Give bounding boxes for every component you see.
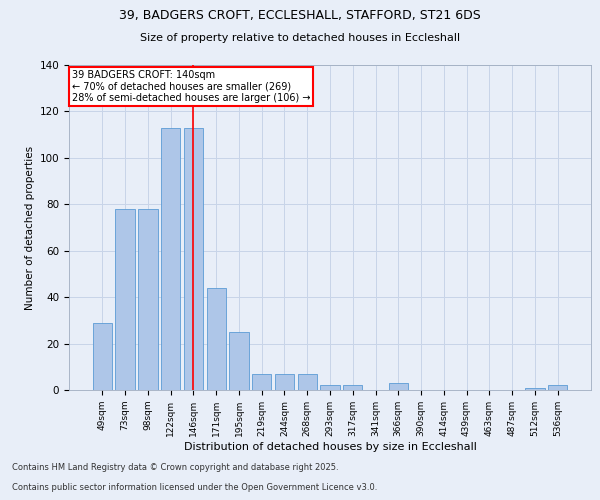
Bar — [389, 383, 408, 390]
Bar — [138, 209, 158, 390]
Bar — [252, 374, 271, 390]
Text: Contains HM Land Registry data © Crown copyright and database right 2025.: Contains HM Land Registry data © Crown c… — [12, 464, 338, 472]
Text: Contains public sector information licensed under the Open Government Licence v3: Contains public sector information licen… — [12, 484, 377, 492]
Bar — [525, 388, 545, 390]
Bar — [229, 332, 248, 390]
Bar — [206, 288, 226, 390]
Y-axis label: Number of detached properties: Number of detached properties — [25, 146, 35, 310]
X-axis label: Distribution of detached houses by size in Eccleshall: Distribution of detached houses by size … — [184, 442, 476, 452]
Bar — [320, 386, 340, 390]
Bar — [343, 386, 362, 390]
Text: Size of property relative to detached houses in Eccleshall: Size of property relative to detached ho… — [140, 33, 460, 43]
Bar — [115, 209, 135, 390]
Bar — [548, 386, 567, 390]
Bar — [93, 322, 112, 390]
Bar — [184, 128, 203, 390]
Bar — [298, 374, 317, 390]
Text: 39 BADGERS CROFT: 140sqm
← 70% of detached houses are smaller (269)
28% of semi-: 39 BADGERS CROFT: 140sqm ← 70% of detach… — [71, 70, 310, 103]
Bar — [161, 128, 181, 390]
Text: 39, BADGERS CROFT, ECCLESHALL, STAFFORD, ST21 6DS: 39, BADGERS CROFT, ECCLESHALL, STAFFORD,… — [119, 9, 481, 22]
Bar — [275, 374, 294, 390]
